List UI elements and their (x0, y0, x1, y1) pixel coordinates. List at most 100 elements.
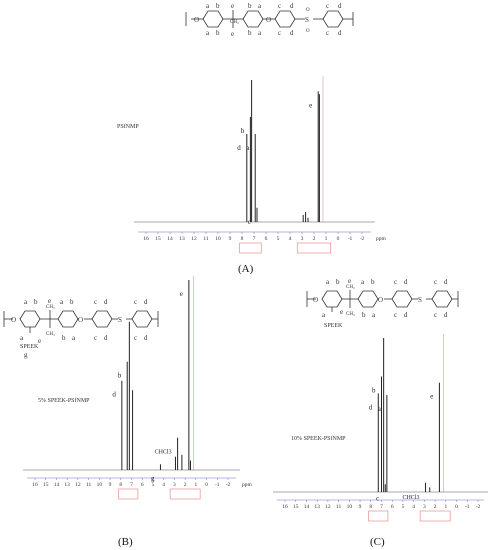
panel-label-b: (B) (118, 536, 133, 548)
integration-region (419, 510, 451, 522)
peak-label: CHCl3 (155, 450, 172, 456)
ring-letter-d: d (444, 311, 448, 319)
tick-label: 8 (241, 236, 244, 242)
ring-letter-d: d (144, 298, 148, 306)
tick-label: 7 (380, 504, 383, 510)
tick-label: 7 (130, 482, 133, 488)
peak-label: c (248, 218, 251, 226)
tick-label: 12 (191, 236, 197, 242)
methyl-label: CH₃ (346, 285, 355, 290)
tick-label: 5 (152, 482, 155, 488)
tick-label: 16 (32, 482, 38, 488)
ring-letter-c: c (434, 311, 437, 319)
peak-label: c (376, 494, 379, 502)
tick-label: 11 (203, 236, 209, 242)
g-label: g (24, 351, 28, 359)
tick-label: 8 (369, 504, 372, 510)
structure-c-labels: O a b a e CH₃ CH₃ a b b a O c d c d S c … (313, 277, 448, 329)
ring-letter-a: a (326, 278, 330, 286)
tick-label: 11 (86, 482, 92, 488)
ring-letter-a: a (206, 2, 210, 10)
ring-letter-c: c (134, 334, 137, 342)
chemical-structure-a (185, 10, 354, 28)
tick-label: 3 (173, 482, 176, 488)
oxygen-label: O (78, 316, 83, 324)
ring-letter-d: d (290, 29, 294, 37)
tick-label: 9 (229, 236, 232, 242)
oxygen-label: O (378, 296, 383, 304)
peak-label: b (372, 387, 376, 395)
ring-letter-d: d (338, 29, 342, 37)
tick-label: -1 (465, 504, 470, 510)
tick-label: -2 (360, 236, 365, 242)
ring-letter-a: a (322, 311, 326, 319)
ring-letter-a: a (361, 278, 365, 286)
sulfone-s-label: S (118, 316, 122, 324)
methyl-label: CH₃ (46, 305, 55, 310)
tick-label: 6 (391, 504, 394, 510)
sulfone-o-label: O (306, 29, 310, 34)
tick-label: 9 (359, 504, 362, 510)
ring-letter-c: c (134, 298, 137, 306)
methyl-e-label: e (348, 277, 351, 285)
peak-label: b (241, 127, 245, 135)
ring-letter-b: b (34, 298, 38, 306)
ring-letter-a: a (60, 298, 64, 306)
methyl-e-label: e (38, 337, 41, 345)
methyl-e-label: e (340, 308, 343, 316)
tick-label: 6 (141, 482, 144, 488)
panel-label-a: (A) (238, 263, 254, 275)
tick-label: 10 (215, 236, 221, 242)
ring-letter-d: d (104, 298, 108, 306)
tick-label: 0 (205, 482, 208, 488)
tick-label: 4 (289, 236, 292, 242)
peak-label: b (118, 372, 122, 380)
tick-label: 15 (43, 482, 49, 488)
peak-label: e (430, 393, 433, 401)
peak-label: d (112, 391, 116, 399)
oxygen-label: O (313, 296, 318, 304)
sulfone-s-label: S (418, 296, 422, 304)
tick-label: 4 (162, 482, 165, 488)
methyl-label: CH₃ (346, 312, 355, 317)
tick-label: 15 (293, 504, 299, 510)
methyl-label: CH₃ (230, 20, 239, 25)
ring-letter-c: c (278, 2, 281, 10)
tick-label: 12 (75, 482, 81, 488)
tick-label: 13 (179, 236, 185, 242)
tick-label: 2 (313, 236, 316, 242)
tick-label: 2 (184, 482, 187, 488)
tick-label: 15 (155, 236, 161, 242)
ring-letter-b: b (336, 278, 340, 286)
tick-label: 1 (444, 504, 447, 510)
sample-label-c: 10% SPEEK-PSfNMP (291, 435, 346, 442)
ring-letter-b: b (216, 29, 220, 37)
tick-label: 5 (277, 236, 280, 242)
chemical-structure-b (3, 310, 159, 333)
nmr-spectrum-c: 161514131211109876543210-1-2ppmdbacCHCl3… (273, 334, 488, 522)
ring-letter-c: c (326, 2, 329, 10)
tick-label: -1 (215, 482, 220, 488)
ring-letter-d: d (338, 2, 342, 10)
tick-label: 14 (54, 482, 60, 488)
ring-letter-a: a (258, 2, 262, 10)
peak-label: g (151, 474, 155, 482)
integration-region (169, 488, 201, 500)
panel-label-c: (C) (370, 536, 385, 548)
ring-letter-b: b (248, 2, 252, 10)
ring-letter-b: b (70, 298, 74, 306)
tick-label: 0 (337, 236, 340, 242)
tick-label: 13 (64, 482, 70, 488)
ring-letter-c: c (94, 298, 97, 306)
peak-label: d (369, 403, 373, 411)
tick-label: 6 (265, 236, 268, 242)
ring-letter-c: c (434, 278, 437, 286)
oxygen-label: O (194, 16, 199, 24)
tick-label: 16 (143, 236, 149, 242)
ring-letter-b: b (371, 278, 375, 286)
ring-letter-d: d (404, 311, 408, 319)
ring-letter-c: c (394, 311, 397, 319)
oxygen-label: O (11, 316, 16, 324)
ring-letter-a: a (206, 29, 210, 37)
